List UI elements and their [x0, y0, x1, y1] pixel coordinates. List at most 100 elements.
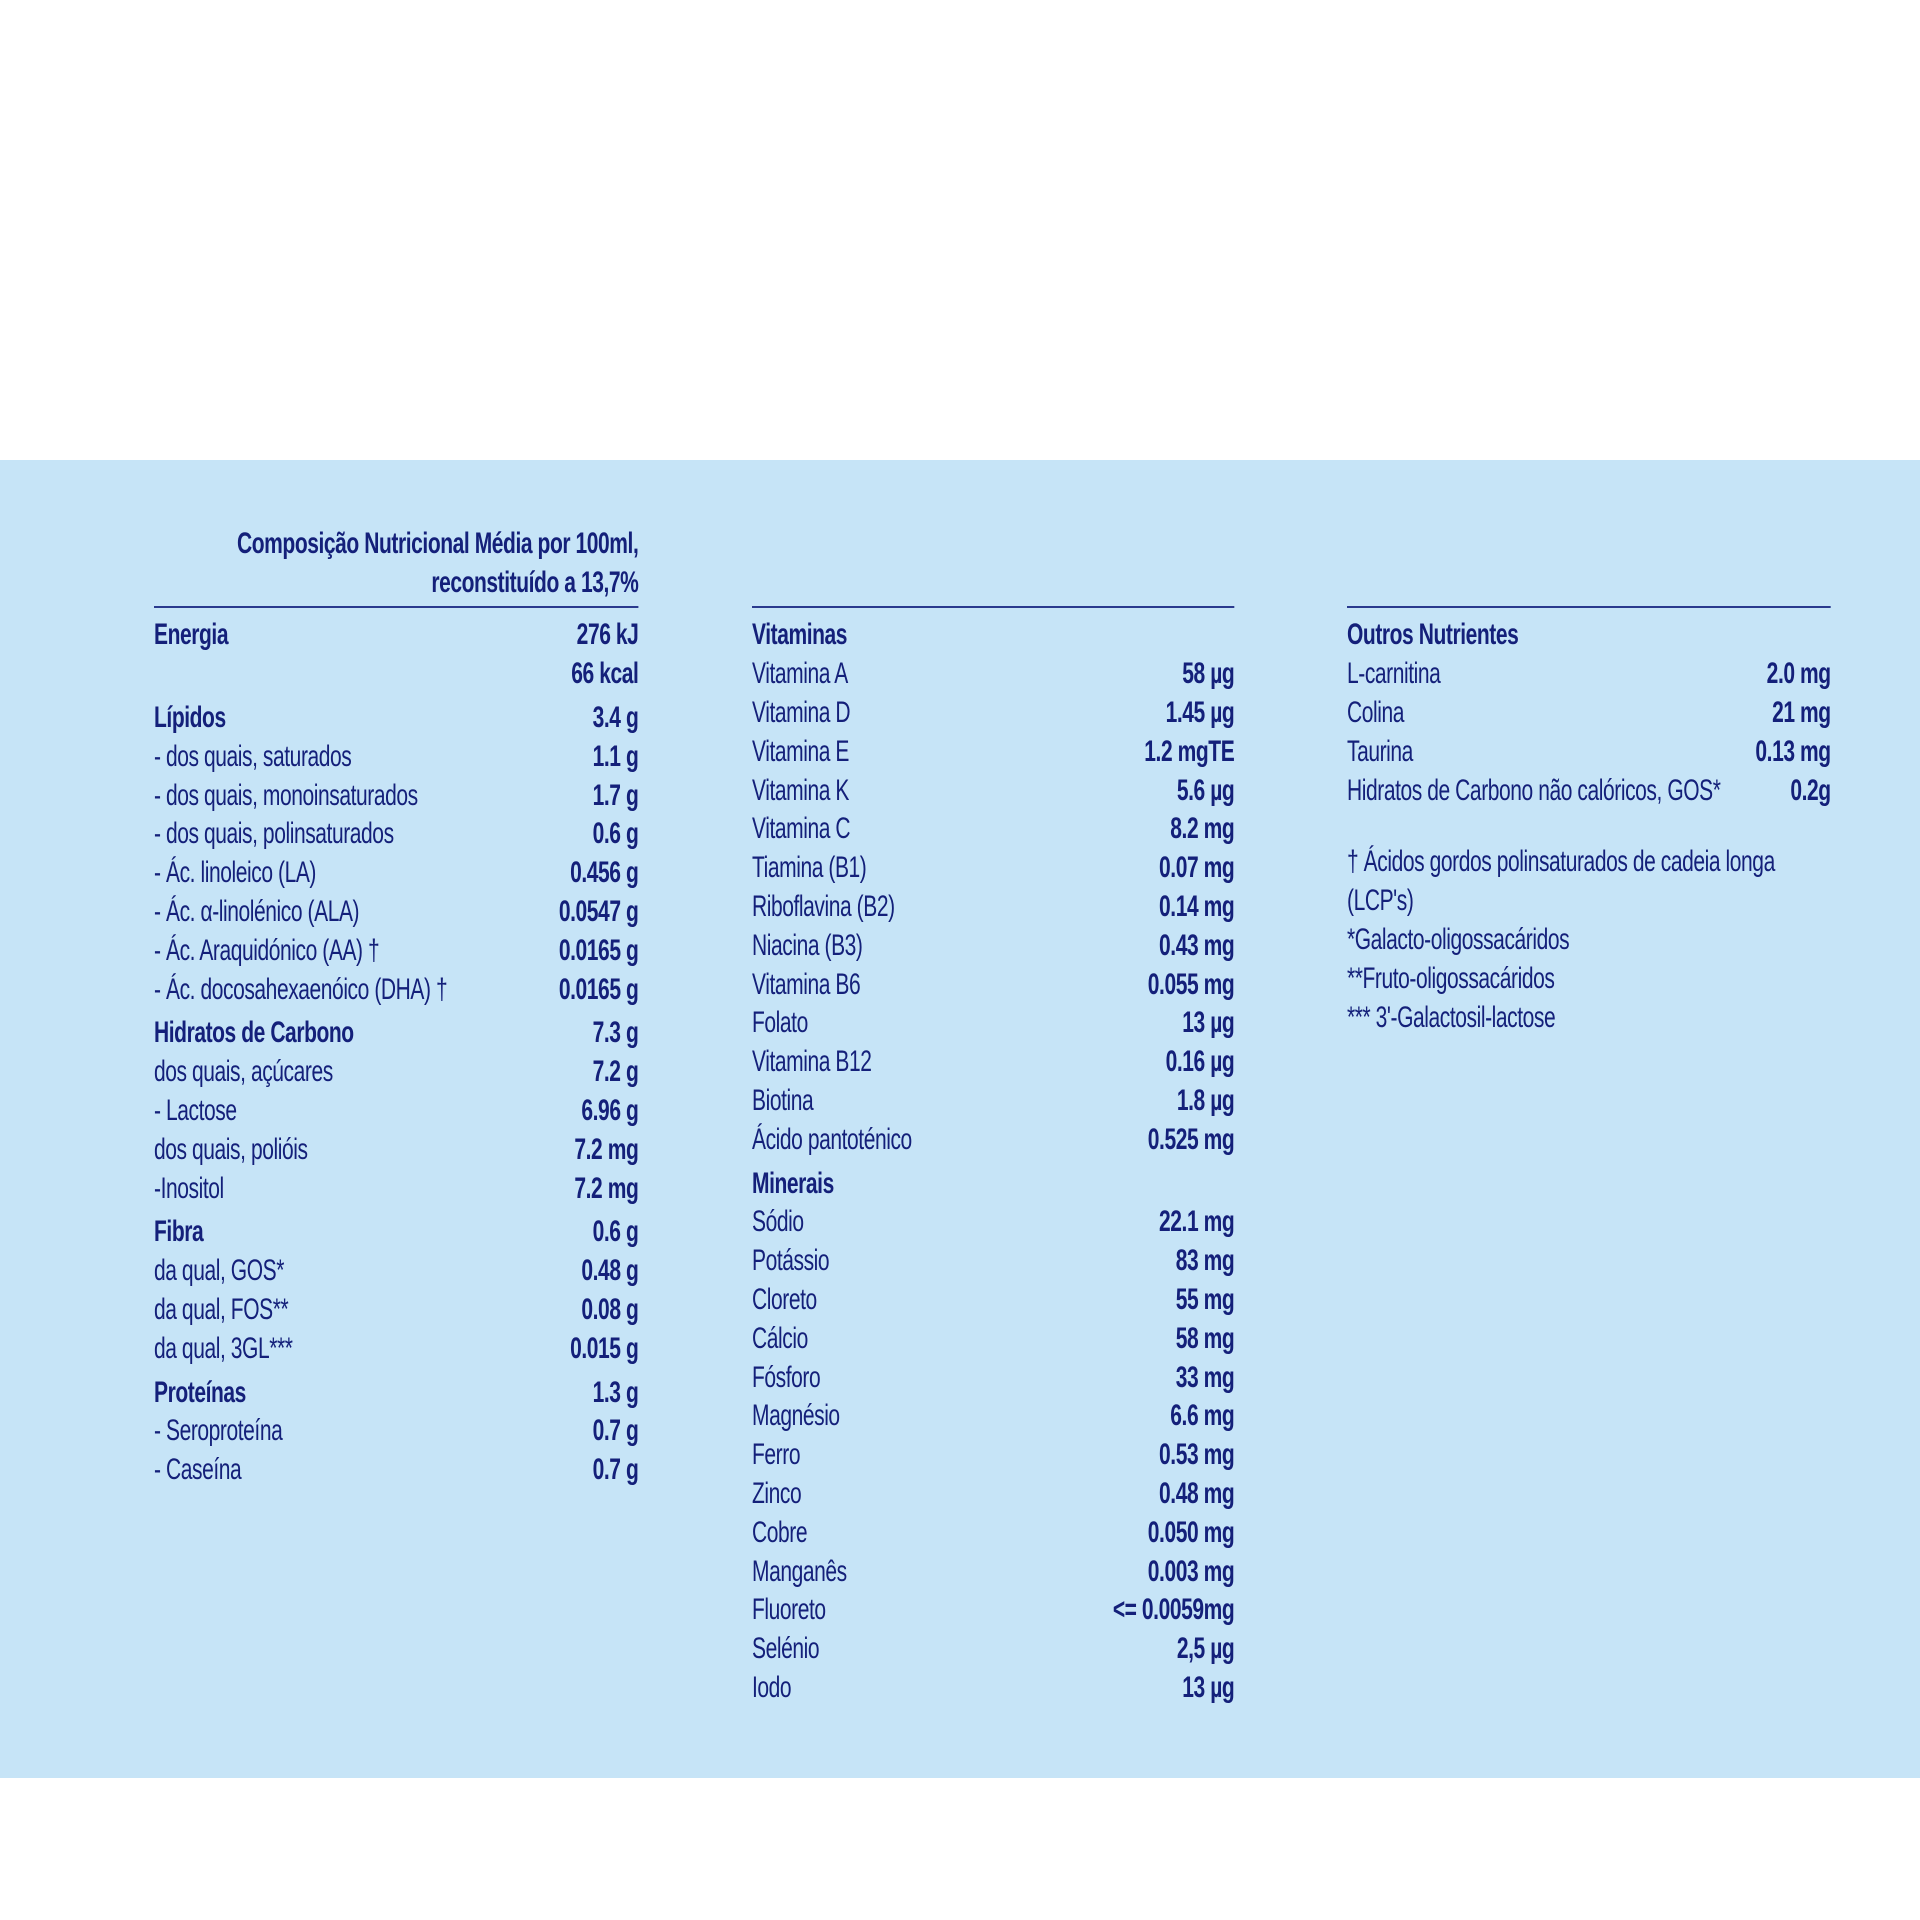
section: Proteínas 1.3 g- Seroproteína 0.7 g- Caseí… — [154, 1373, 639, 1490]
nutrient-row: Vitamina E 1.2 mgTE — [752, 732, 1235, 771]
nutrient-label: Zinco — [752, 1476, 802, 1510]
nutrient-value: 0.0547 g — [558, 894, 639, 928]
nutrient-label: Fósforo — [752, 1360, 821, 1394]
nutrient-row: - dos quais, monoinsaturados 1.7 g — [154, 776, 639, 815]
nutrient-row: - Seroproteína 0.7 g — [154, 1412, 639, 1451]
nutrient-label: Vitamina A — [752, 657, 848, 691]
section-value: 276 kJ — [576, 618, 639, 652]
column: Outros Nutrientes L-carnitina 2.0 mg Colina… — [1347, 606, 1831, 1037]
footnotes: † Ácidos gordos polinsaturados de cadeia… — [1347, 842, 1831, 1037]
column: Energia 276 kJ 66 kcal Lípidos 3.4 g- dos qu… — [154, 606, 639, 1490]
nutrient-row: - Ác. docosahexaenóico (DHA) † 0.0165 g — [154, 970, 639, 1009]
nutrient-value: 55 mg — [1175, 1282, 1235, 1316]
table-header: Composição Nutricional Média por 100ml, r… — [154, 524, 639, 602]
nutrient-value: 0.2g — [1790, 773, 1831, 807]
section-heading: Outros Nutrientes — [1347, 616, 1831, 655]
section-title: Lípidos — [154, 700, 226, 734]
section-heading: Minerais — [752, 1164, 1234, 1203]
nutrient-label: L-carnitina — [1347, 657, 1441, 691]
nutrient-row: Taurina 0.13 mg — [1347, 732, 1831, 771]
nutrient-value: 0.48 mg — [1159, 1476, 1235, 1510]
nutrient-row: da qual, GOS* 0.48 g — [154, 1252, 639, 1291]
nutrient-row: - Caseína 0.7 g — [154, 1451, 639, 1490]
section-title: Minerais — [752, 1166, 834, 1200]
nutrient-row: -Inositol 7.2 mg — [154, 1169, 639, 1208]
section: Energia 276 kJ 66 kcal — [154, 616, 639, 694]
nutrient-row: da qual, 3GL*** 0.015 g — [154, 1329, 639, 1368]
nutrient-value: 1.45 µg — [1165, 695, 1235, 729]
nutrient-label: Vitamina C — [752, 812, 851, 846]
nutrient-value: 1.8 µg — [1176, 1083, 1235, 1117]
footnote: *Galacto-oligossacáridos — [1347, 922, 1570, 956]
nutrient-value: 13 µg — [1182, 1006, 1235, 1040]
nutrient-label: Vitamina K — [752, 773, 849, 807]
nutrient-label: Vitamina B12 — [752, 1045, 872, 1079]
nutrient-row: Riboflavina (B2) 0.14 mg — [752, 888, 1235, 927]
nutrient-label: Magnésio — [752, 1399, 840, 1433]
nutrient-label: Folato — [752, 1006, 808, 1040]
nutrient-row: Fósforo 33 mg — [752, 1358, 1235, 1397]
nutrient-value: 0.456 g — [570, 856, 639, 890]
nutrient-label: Iodo — [752, 1670, 792, 1704]
column: Vitaminas Vitamina A 58 µg Vitamina D 1.45 µ… — [752, 606, 1235, 1708]
nutrient-value: 0.055 mg — [1147, 967, 1235, 1001]
nutrient-value: 0.07 mg — [1159, 851, 1235, 885]
footnote: **Fruto-oligossacáridos — [1347, 961, 1555, 995]
nutrient-label: Riboflavina (B2) — [752, 889, 895, 923]
nutrient-value: 13 µg — [1182, 1670, 1235, 1704]
nutrient-value: 7.2 g — [592, 1055, 639, 1089]
rule — [1347, 606, 1831, 608]
nutrient-value: 0.015 g — [570, 1331, 639, 1365]
section-value: 0.6 g — [592, 1215, 639, 1249]
nutrient-label: - Ác. linoleico (LA) — [154, 856, 316, 890]
section: Minerais Sódio 22.1 mg Potássio 83 mg Cloreto… — [752, 1164, 1235, 1708]
section: Fibra 0.6 g da qual, GOS* 0.48 g da qual, FO… — [154, 1213, 639, 1368]
nutrient-label: Potássio — [752, 1244, 830, 1278]
section: Vitaminas Vitamina A 58 µg Vitamina D 1.45 µ… — [752, 616, 1235, 1159]
nutrient-row: Vitamina A 58 µg — [752, 655, 1235, 694]
nutrient-value: 0.003 mg — [1147, 1554, 1235, 1588]
nutrient-value: 6.6 mg — [1170, 1399, 1235, 1433]
nutrient-value: 5.6 µg — [1176, 773, 1235, 807]
nutrient-value: 0.08 g — [581, 1292, 639, 1326]
nutrient-row: Cálcio 58 mg — [752, 1319, 1235, 1358]
section-heading: Vitaminas — [752, 616, 1234, 655]
nutrient-row: Sódio 22.1 mg — [752, 1203, 1235, 1242]
nutrient-row: 66 kcal — [154, 655, 639, 694]
nutrient-row: - dos quais, polinsaturados 0.6 g — [154, 815, 639, 854]
nutrient-value: 0.0165 g — [558, 972, 639, 1006]
header-line: Composição Nutricional Média por 100ml, — [237, 527, 639, 560]
nutrient-row: da qual, FOS** 0.08 g — [154, 1291, 639, 1330]
nutrient-value: 0.6 g — [592, 817, 639, 851]
nutrient-row: Biotina 1.8 µg — [752, 1082, 1235, 1121]
nutrient-row: - dos quais, saturados 1.1 g — [154, 737, 639, 776]
nutrient-row: - Ác. α-linolénico (ALA) 0.0547 g — [154, 893, 639, 932]
nutrient-value: 1.2 mgTE — [1144, 734, 1235, 768]
nutrient-row: Ferro 0.53 mg — [752, 1436, 1235, 1475]
nutrient-row: Ácido pantoténico 0.525 mg — [752, 1120, 1235, 1159]
nutrient-value: 1.7 g — [592, 778, 639, 812]
nutrient-label: Biotina — [752, 1083, 814, 1117]
nutrient-label: - dos quais, monoinsaturados — [154, 778, 418, 812]
nutrient-value: 0.14 mg — [1159, 889, 1235, 923]
nutrient-row: Folato 13 µg — [752, 1004, 1235, 1043]
section: Hidratos de Carbono 7.3 g dos quais, açúca… — [154, 1014, 639, 1208]
footnote: † Ácidos gordos polinsaturados de cadeia… — [1347, 844, 1775, 917]
nutrient-value: 1.1 g — [592, 739, 639, 773]
nutrient-value: 0.48 g — [581, 1254, 639, 1288]
nutrient-row: Zinco 0.48 mg — [752, 1475, 1235, 1514]
section-title: Hidratos de Carbono — [154, 1016, 354, 1050]
nutrient-value: 0.0165 g — [558, 933, 639, 967]
nutrient-row: Vitamina C 8.2 mg — [752, 810, 1235, 849]
nutrient-row: Selénio 2,5 µg — [752, 1630, 1235, 1669]
nutrient-row: Vitamina B12 0.16 µg — [752, 1043, 1235, 1082]
nutrient-value: 0.050 mg — [1147, 1515, 1235, 1549]
nutrient-row: Cloreto 55 mg — [752, 1281, 1235, 1320]
nutrient-row: Colina 21 mg — [1347, 694, 1831, 733]
nutrient-label: Hidratos de Carbono não calóricos, GOS* — [1347, 773, 1721, 807]
section-title: Outros Nutrientes — [1347, 618, 1519, 652]
nutrient-value: 7.2 mg — [574, 1132, 639, 1166]
nutrition-panel — [0, 460, 1920, 1778]
nutrient-row: Iodo 13 µg — [752, 1669, 1235, 1708]
section-title: Energia — [154, 618, 229, 652]
